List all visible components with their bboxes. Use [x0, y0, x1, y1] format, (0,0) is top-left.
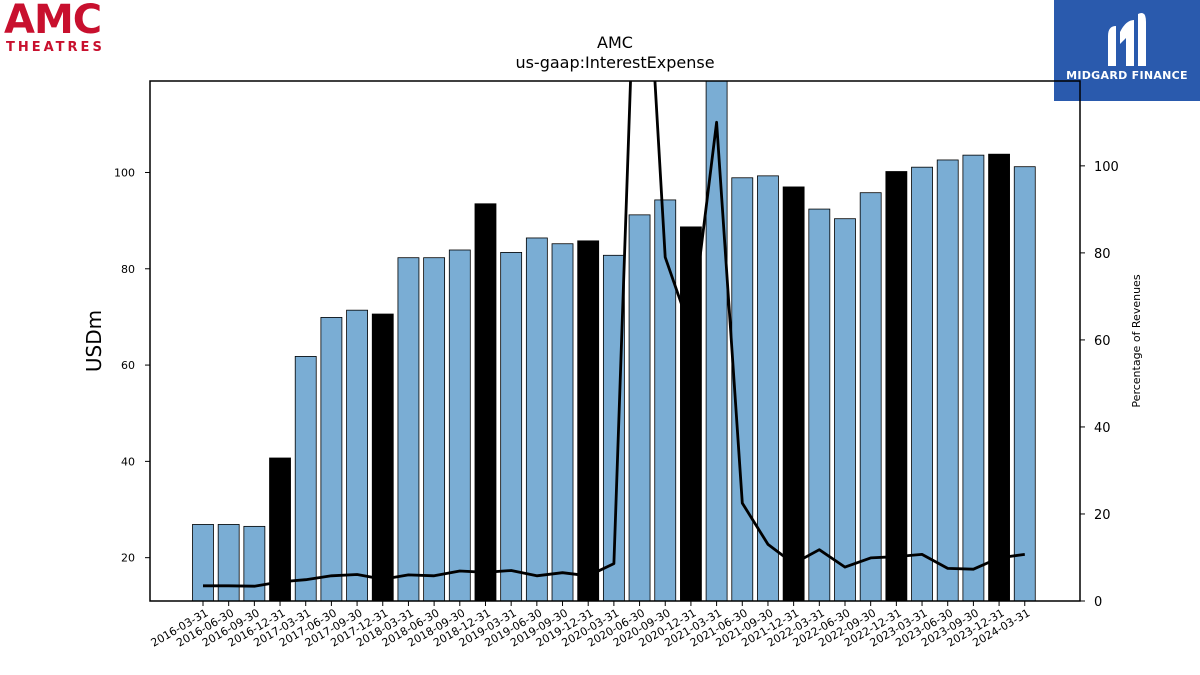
bar-2016-12-31 [269, 457, 291, 601]
bar-2024-03-31 [1013, 166, 1036, 601]
bar-2017-12-31 [371, 313, 394, 601]
bar-2016-06-30 [217, 524, 240, 601]
y-tick-label-20: 20 [121, 552, 135, 565]
bar-2022-03-31 [808, 208, 831, 601]
bar-series [192, 81, 1036, 601]
bar-2023-03-31 [911, 166, 933, 601]
bar-2019-06-30 [525, 237, 548, 601]
y2-tick-label-0: 0 [1094, 595, 1102, 610]
bar-2021-06-30 [731, 177, 754, 601]
y2-tick-label-60: 60 [1094, 334, 1111, 349]
bar-2023-09-30 [962, 154, 985, 601]
bar-2017-06-30 [320, 317, 343, 601]
bar-2019-09-30 [551, 243, 574, 601]
bar-2022-09-30 [859, 192, 882, 601]
theatres-logo-text: THEATRES [6, 40, 105, 55]
bar-2022-12-31 [885, 171, 908, 601]
bar-2016-09-30 [243, 525, 266, 601]
y-tick-label-100: 100 [114, 166, 135, 179]
bar-2020-12-31 [680, 226, 702, 601]
bar-2019-03-31 [500, 252, 523, 601]
y2-tick-label-20: 20 [1094, 508, 1111, 523]
bar-2017-03-31 [294, 356, 317, 601]
bar-2020-03-31 [602, 254, 625, 601]
bar-2019-12-31 [577, 240, 600, 601]
bar-2021-09-30 [757, 175, 779, 601]
bar-2023-06-30 [936, 159, 959, 601]
line-series [203, 81, 1025, 588]
percentage-of-revenues-line [203, 81, 1025, 588]
y-tick-label-40: 40 [121, 455, 135, 468]
chart-subtitle: us-gaap:InterestExpense [515, 53, 714, 72]
midgard-mark-icon [1108, 13, 1146, 66]
bar-2020-06-30 [628, 214, 651, 601]
y2-axis-label: Percentage of Revenues [1130, 274, 1143, 407]
bar-2016-03-31 [192, 524, 214, 601]
y-tick-label-60: 60 [121, 359, 135, 372]
bar-2022-06-30 [834, 218, 856, 601]
amc-theatres-logo: AMC THEATRES [4, 0, 134, 56]
chart-title: AMC [597, 33, 633, 52]
y2-tick-label-100: 100 [1094, 160, 1119, 175]
y2-tick-label-80: 80 [1094, 247, 1111, 262]
bar-2018-03-31 [397, 257, 420, 601]
amc-logo-text: AMC [4, 0, 102, 43]
bar-2018-12-31 [474, 203, 497, 601]
y2-tick-label-40: 40 [1094, 421, 1111, 436]
bar-2021-12-31 [782, 186, 805, 601]
midgard-finance-logo: MIDGARD FINANCE [1054, 0, 1200, 101]
y-tick-label-80: 80 [121, 263, 135, 276]
bar-2023-12-31 [988, 153, 1010, 601]
y-axis-label: USDm [82, 310, 106, 372]
plot-frame [149, 80, 1081, 602]
bar-2018-06-30 [423, 257, 446, 601]
bar-2018-09-30 [448, 249, 471, 601]
midgard-brand-text: MIDGARD FINANCE [1066, 69, 1188, 82]
bar-2021-03-31 [705, 81, 728, 601]
bar-2017-09-30 [346, 309, 368, 601]
